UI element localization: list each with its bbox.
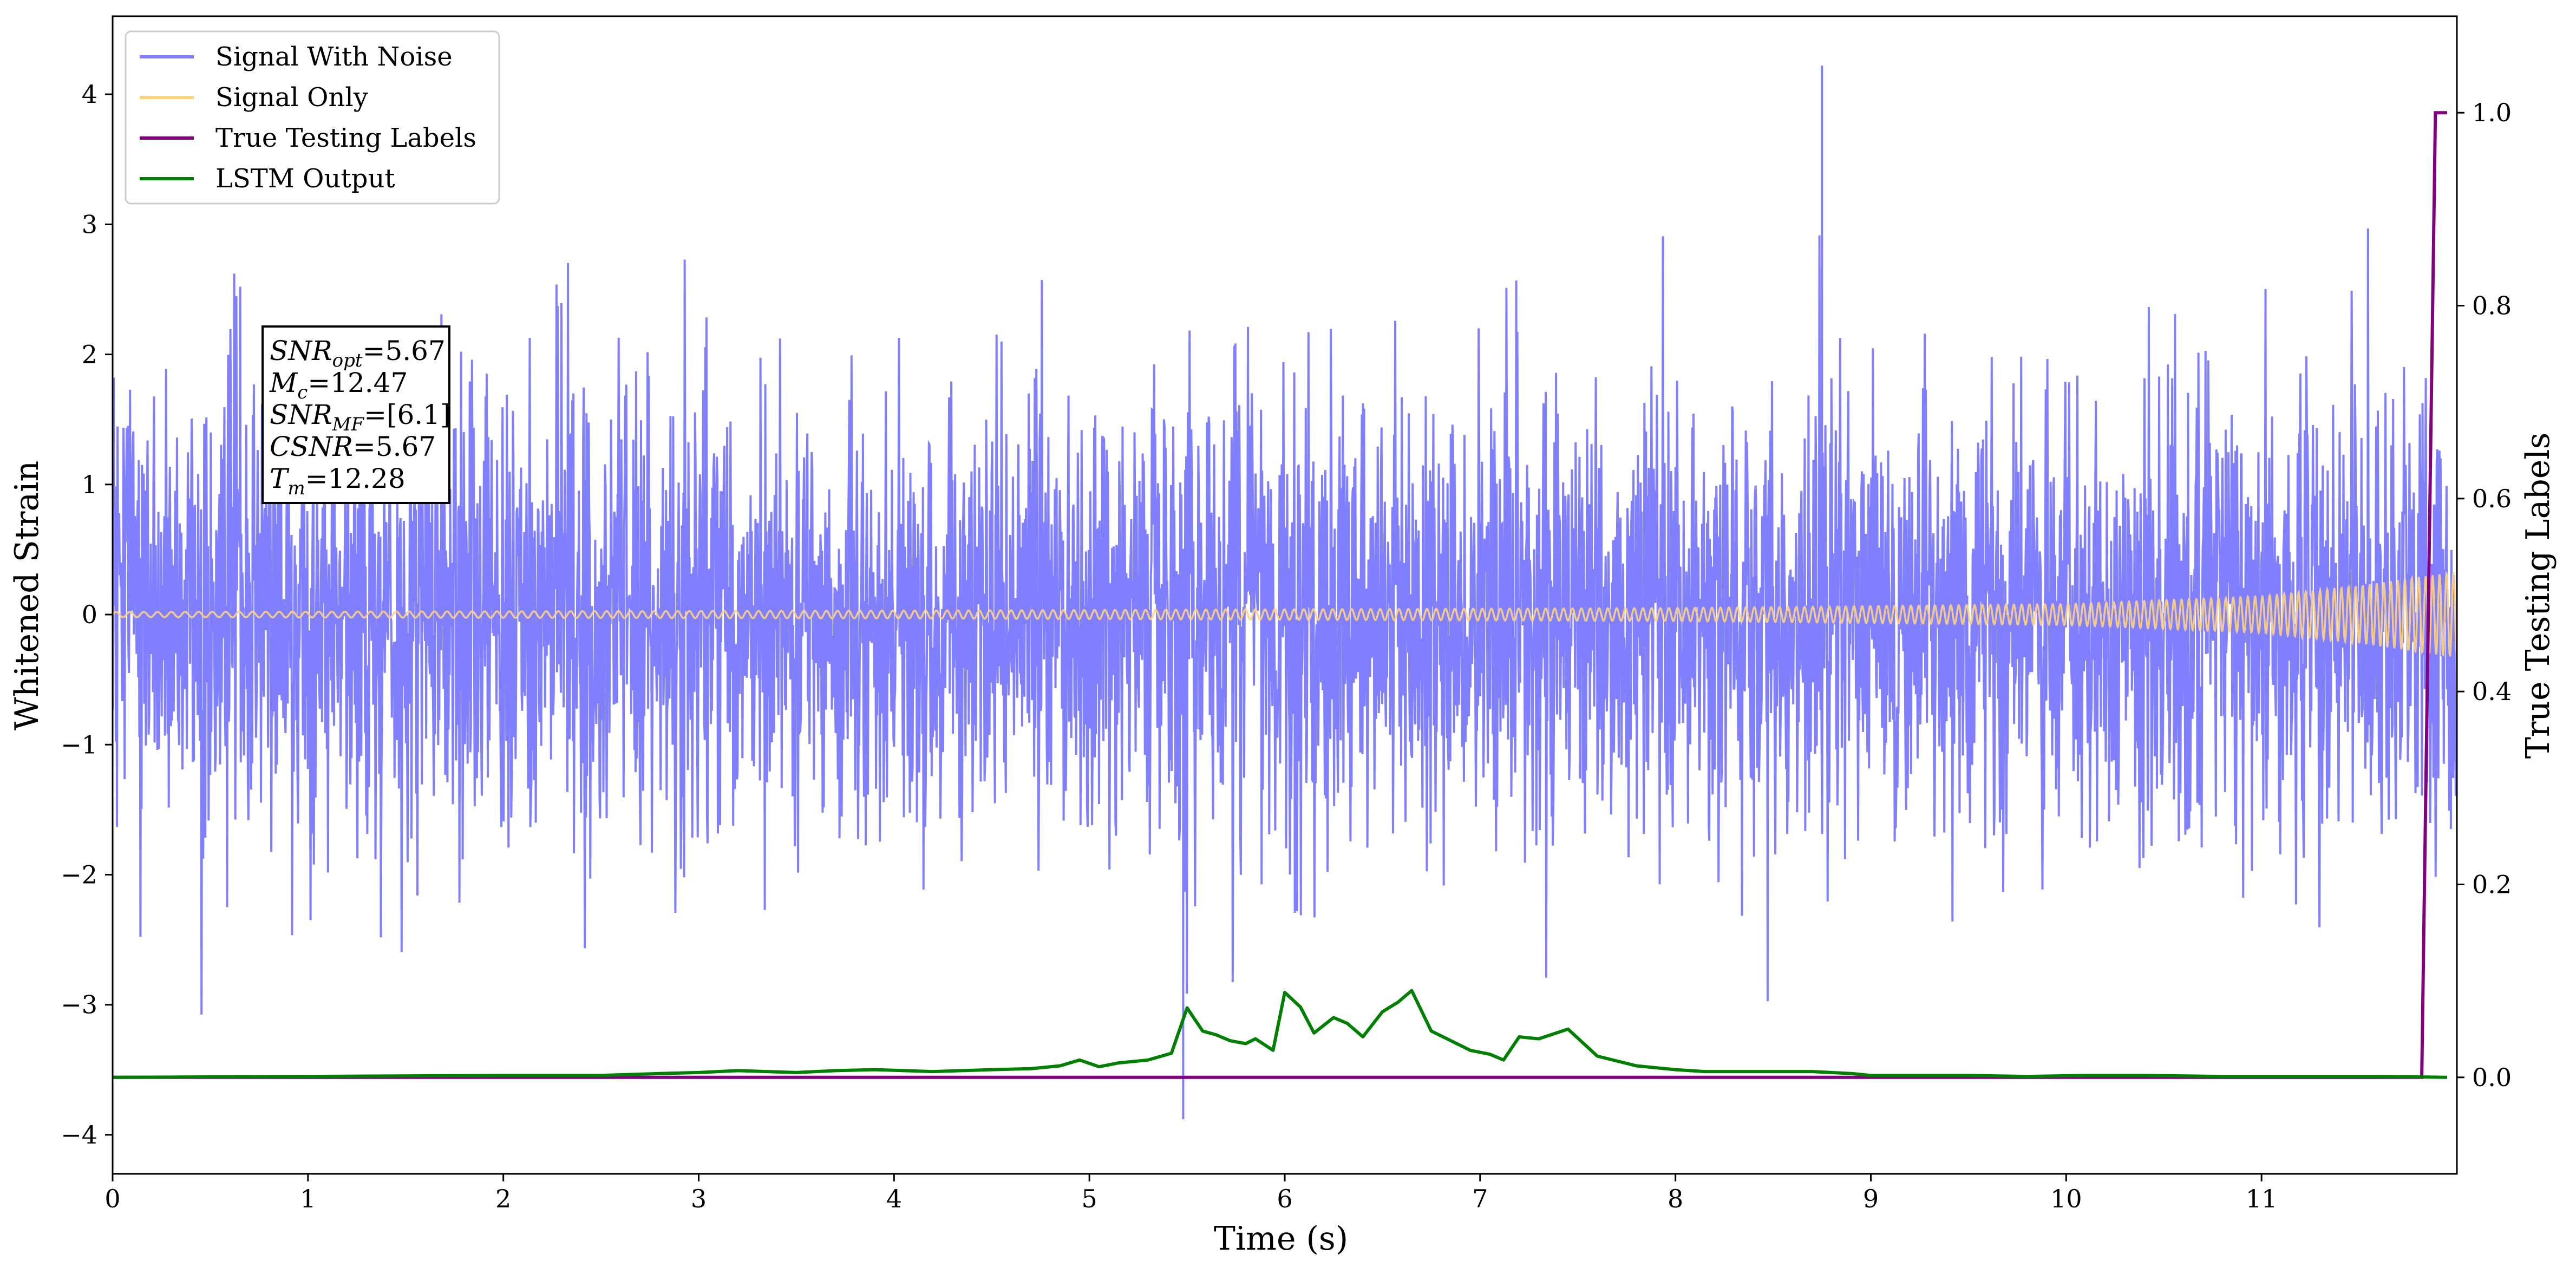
legend-frame <box>125 30 500 205</box>
signal-only-line <box>113 570 2457 658</box>
x-tick-label: 9 <box>1863 1184 1879 1213</box>
x-tick-label: 7 <box>1472 1184 1488 1213</box>
annotation-line: Mc=12.47 <box>269 367 408 403</box>
y-tick-label: 4 <box>82 80 97 109</box>
annotation-line: CSNR=5.67 <box>270 431 436 462</box>
x-tick-label: 10 <box>2050 1184 2082 1213</box>
x-tick-label: 1 <box>300 1184 316 1213</box>
y2-tick-label: 0.6 <box>2472 484 2512 513</box>
legend-entry: Signal Only <box>215 82 368 113</box>
series-lstm-output <box>113 989 2448 1079</box>
annotation-value: =12.47 <box>308 367 408 398</box>
legend: Signal With Noise Signal Only True Testing… <box>125 30 500 205</box>
annotation-value: =5.67 <box>363 335 446 367</box>
annotation-value: =12.28 <box>305 463 406 494</box>
x-tick-label: 8 <box>1668 1184 1683 1213</box>
annotation-subscript: c <box>297 382 308 403</box>
legend-entry: True Testing Labels <box>215 123 476 153</box>
legend-entry: Signal With Noise <box>215 42 453 72</box>
annotation-line: SNRMF=[6.1] <box>270 399 451 435</box>
y-tick-label: −3 <box>61 990 97 1020</box>
annotation-subscript: m <box>287 478 305 499</box>
series-signal-only <box>113 570 2457 658</box>
annotation-value: =5.67 <box>353 431 436 462</box>
x-axis-title: Time (s) <box>1214 1220 1348 1258</box>
x-tick-label: 0 <box>104 1184 120 1213</box>
x-tick-label: 2 <box>495 1184 511 1213</box>
x-tick-label: 5 <box>1082 1184 1097 1213</box>
parameters-annotation-box: SNRopt=5.67Mc=12.47SNRMF=[6.1]CSNR=5.67T… <box>261 325 451 504</box>
y2-axis-title: True Testing Labels <box>2519 433 2557 759</box>
y2-tick-label: 1.0 <box>2472 98 2512 127</box>
x-tick-label: 11 <box>2246 1184 2278 1213</box>
annotation-frame <box>261 325 450 504</box>
annotation-value: =[6.1] <box>364 399 450 430</box>
y-axis-title: Whitened Strain <box>8 461 46 730</box>
y2-tick-label: 0.2 <box>2472 870 2512 899</box>
x-axis: 0 1 2 3 4 5 6 7 8 9 10 11 <box>104 1174 2277 1213</box>
true-testing-labels-line <box>113 111 2447 1079</box>
y-axis-right: 0.0 0.2 0.4 0.6 0.8 1.0 <box>2457 98 2512 1092</box>
y2-tick-label: 0.8 <box>2472 291 2512 321</box>
y-tick-label: 2 <box>82 340 97 369</box>
annotation-symbol: M <box>269 367 298 398</box>
x-tick-label: 6 <box>1277 1184 1292 1213</box>
annotation-subscript: MF <box>332 414 365 435</box>
legend-entry: LSTM Output <box>215 164 395 194</box>
y-tick-label: 0 <box>82 600 97 629</box>
y-axis-left: −4 −3 −2 −1 0 1 2 3 4 <box>61 80 113 1149</box>
series-signal-with-noise <box>113 66 2457 1120</box>
lstm-output-line <box>113 989 2448 1079</box>
x-tick-label: 3 <box>691 1184 707 1213</box>
annotation-line: Tm=12.28 <box>270 463 406 499</box>
y-tick-label: −1 <box>61 730 97 759</box>
annotation-symbol: T <box>270 463 290 494</box>
annotation-subscript: opt <box>332 350 363 371</box>
y-tick-label: −2 <box>61 860 97 889</box>
y-tick-label: 3 <box>82 210 97 239</box>
y-tick-label: 1 <box>82 470 97 499</box>
annotation-symbol: SNR <box>270 399 332 430</box>
annotation-symbol: CSNR <box>270 431 353 462</box>
x-tick-label: 4 <box>886 1184 902 1213</box>
annotation-line: SNRopt=5.67 <box>270 335 446 371</box>
y-tick-label: −4 <box>61 1120 97 1149</box>
series-true-testing-labels <box>113 111 2447 1079</box>
y2-tick-label: 0.4 <box>2472 677 2512 706</box>
signal-with-noise-line <box>113 228 2457 1015</box>
annotation-symbol: SNR <box>270 335 332 367</box>
y2-tick-label: 0.0 <box>2472 1063 2512 1092</box>
